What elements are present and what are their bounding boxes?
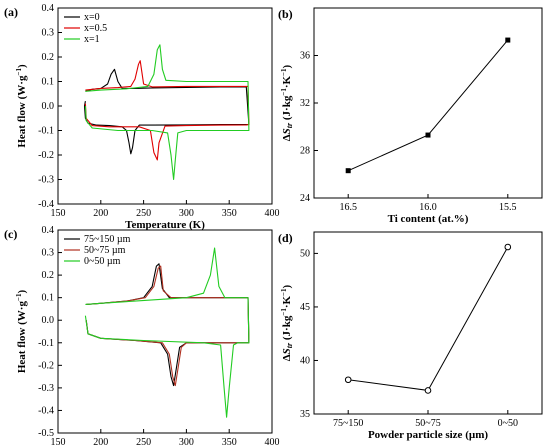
y-axis-title-2: Heat flow (W·g−1): [15, 290, 28, 374]
y-tick-label: -0.4: [38, 405, 54, 416]
y-tick-label: 0.4: [42, 225, 55, 236]
y-tick-label: 0.3: [42, 28, 55, 39]
series-line-1: [84, 60, 250, 161]
y-tick-label: -0.2: [38, 360, 54, 371]
y-axis-title-1: ΔStr (J·kg−1·K−1): [280, 64, 294, 141]
y-tick-label: 0.4: [42, 3, 55, 14]
y-tick-label: 0.2: [42, 270, 55, 281]
x-tick-label: 400: [265, 437, 280, 447]
series-line: [348, 246, 509, 391]
x-tick-label: 0~50: [498, 418, 518, 429]
y-tick-label: 24: [300, 193, 310, 204]
y-tick-label: -0.5: [38, 428, 54, 439]
x-tick-label: 250: [136, 437, 151, 447]
y-axis-title-1-text: ΔStr (J·kg−1·K−1): [280, 64, 294, 141]
legend-label-1: 50~75 µm: [84, 245, 126, 256]
legend-label-1: x=0.5: [84, 23, 107, 34]
series-line-2: [84, 247, 250, 418]
y-tick-label: 0.1: [42, 77, 55, 88]
y-tick-label: 0.0: [42, 315, 55, 326]
y-tick-label: 0.0: [42, 101, 55, 112]
series-line-2: [84, 44, 250, 181]
data-point: [504, 243, 512, 251]
y-tick-label: -0.3: [38, 383, 54, 394]
plot-frame-2: [57, 229, 273, 434]
x-tick-label: 150: [51, 208, 66, 219]
data-point: [505, 37, 511, 43]
y-tick-label: 50: [300, 248, 310, 259]
y-tick-label: -0.3: [38, 175, 54, 186]
y-tick-label: 28: [300, 146, 310, 157]
x-tick-label: 400: [265, 208, 280, 219]
y-tick-label: 36: [300, 51, 310, 62]
data-point: [425, 132, 431, 138]
y-tick-label: 0.1: [42, 293, 55, 304]
x-tick-label: 250: [136, 208, 151, 219]
x-tick-label: 15.5: [499, 202, 517, 213]
plot-frame-3: [313, 231, 543, 415]
x-tick-label: 200: [93, 208, 108, 219]
x-tick-label: 200: [93, 437, 108, 447]
x-tick-label: 300: [179, 208, 194, 219]
x-axis-title: Temperature (K): [125, 219, 205, 231]
x-tick-label: 75~150: [333, 418, 363, 429]
y-tick-label: 40: [300, 355, 310, 366]
data-point: [345, 168, 351, 174]
legend-label-0: 75~150 µm: [84, 234, 131, 245]
series-line-0: [85, 263, 250, 387]
series-line: [347, 39, 509, 172]
y-axis-title-0: Heat flow (W·g−1): [15, 64, 28, 148]
y-tick-label: -0.1: [38, 338, 54, 349]
panel-label: (a): [4, 5, 18, 19]
y-tick-label: 0.3: [42, 248, 55, 259]
x-tick-label: 16.5: [339, 202, 357, 213]
x-tick-label: 300: [179, 437, 194, 447]
x-tick-label: 16.0: [419, 202, 437, 213]
x-tick-label: 50~75: [415, 418, 440, 429]
y-axis-title-0-text: Heat flow (W·g−1): [15, 64, 28, 148]
x-tick-label: 350: [222, 437, 237, 447]
y-tick-label: -0.2: [38, 150, 54, 161]
panel-label: (d): [278, 231, 293, 245]
legend-label-0: x=0: [84, 12, 100, 23]
x-tick-label: 150: [51, 437, 66, 447]
data-point: [424, 387, 432, 394]
y-tick-label: -0.1: [38, 126, 54, 137]
y-tick-label: -0.4: [38, 199, 54, 210]
y-axis-title-2-text: Heat flow (W·g−1): [15, 290, 28, 374]
y-tick-label: 32: [300, 98, 310, 109]
data-point: [344, 376, 352, 384]
y-tick-label: 35: [300, 409, 310, 420]
y-tick-label: 45: [300, 302, 310, 313]
panel-label: (c): [4, 227, 17, 241]
panel-label: (b): [278, 7, 293, 21]
x-axis-title: Ti content (at.%): [388, 213, 469, 225]
y-tick-label: 0.2: [42, 52, 55, 63]
legend-label-2: x=1: [84, 34, 100, 45]
x-tick-label: 350: [222, 208, 237, 219]
x-axis-title: Powder particle size (µm): [368, 429, 488, 441]
y-axis-title-3-text: ΔStr (J·kg−1·K−1): [280, 284, 294, 361]
y-axis-title-3: ΔStr (J·kg−1·K−1): [280, 284, 294, 361]
series-line-1: [85, 265, 250, 387]
legend-label-2: 0~50 µm: [84, 256, 121, 267]
